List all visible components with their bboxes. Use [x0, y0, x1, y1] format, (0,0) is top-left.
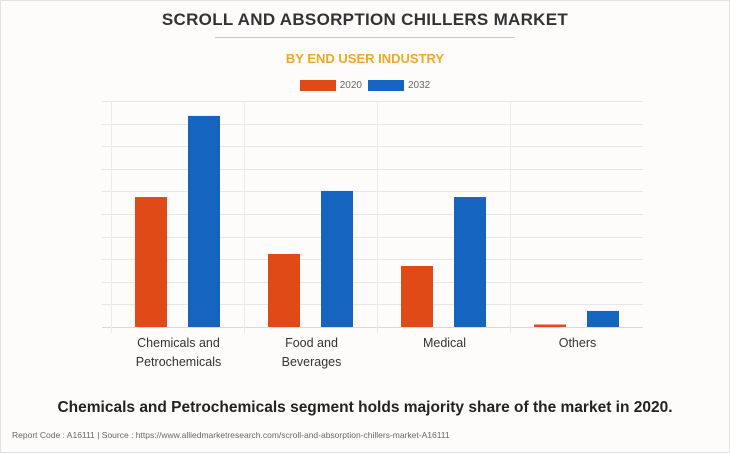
x-tick-label: Food and Beverages [245, 334, 378, 372]
bar-2020[interactable] [135, 197, 167, 327]
chart-subtitle: BY END USER INDUSTRY [285, 51, 445, 66]
bar-2020[interactable] [401, 265, 433, 327]
x-tick-label: Others [511, 334, 644, 353]
bar-2020[interactable] [268, 254, 300, 327]
title-divider [215, 37, 515, 38]
bar-2032[interactable] [188, 115, 220, 327]
bar-2032[interactable] [321, 190, 353, 327]
legend-label-2020: 2020 [339, 80, 362, 91]
x-tick-label-line: Petrochemicals [135, 355, 222, 369]
bar-2032[interactable] [454, 197, 486, 327]
legend-item-2032[interactable]: 2032 [368, 80, 430, 91]
x-tick-label-line: Beverages [281, 355, 342, 369]
bar-2032[interactable] [587, 310, 619, 327]
legend-swatch-2020 [299, 80, 336, 91]
x-tick-label: Chemicals and Petrochemicals [112, 334, 245, 372]
legend-item-2020[interactable]: 2020 [299, 80, 362, 91]
x-tick-label-line: Food and [285, 336, 338, 350]
x-tick-label: Medical [378, 334, 511, 353]
chart-caption: Chemicals and Petrochemicals segment hol… [57, 399, 673, 416]
chart-title: SCROLL AND ABSORPTION CHILLERS MARKET [161, 10, 569, 29]
bar-2020[interactable] [534, 324, 566, 327]
x-tick-label-line: Others [558, 336, 597, 350]
x-tick-label-line: Chemicals and [137, 336, 220, 350]
source-note: Report Code : A16111 | Source : https://… [12, 430, 450, 440]
legend-swatch-2032 [368, 80, 404, 91]
legend: 2020 2032 [0, 80, 730, 91]
x-tick-label-line: Medical [422, 336, 467, 350]
legend-label-2032: 2032 [408, 80, 431, 91]
